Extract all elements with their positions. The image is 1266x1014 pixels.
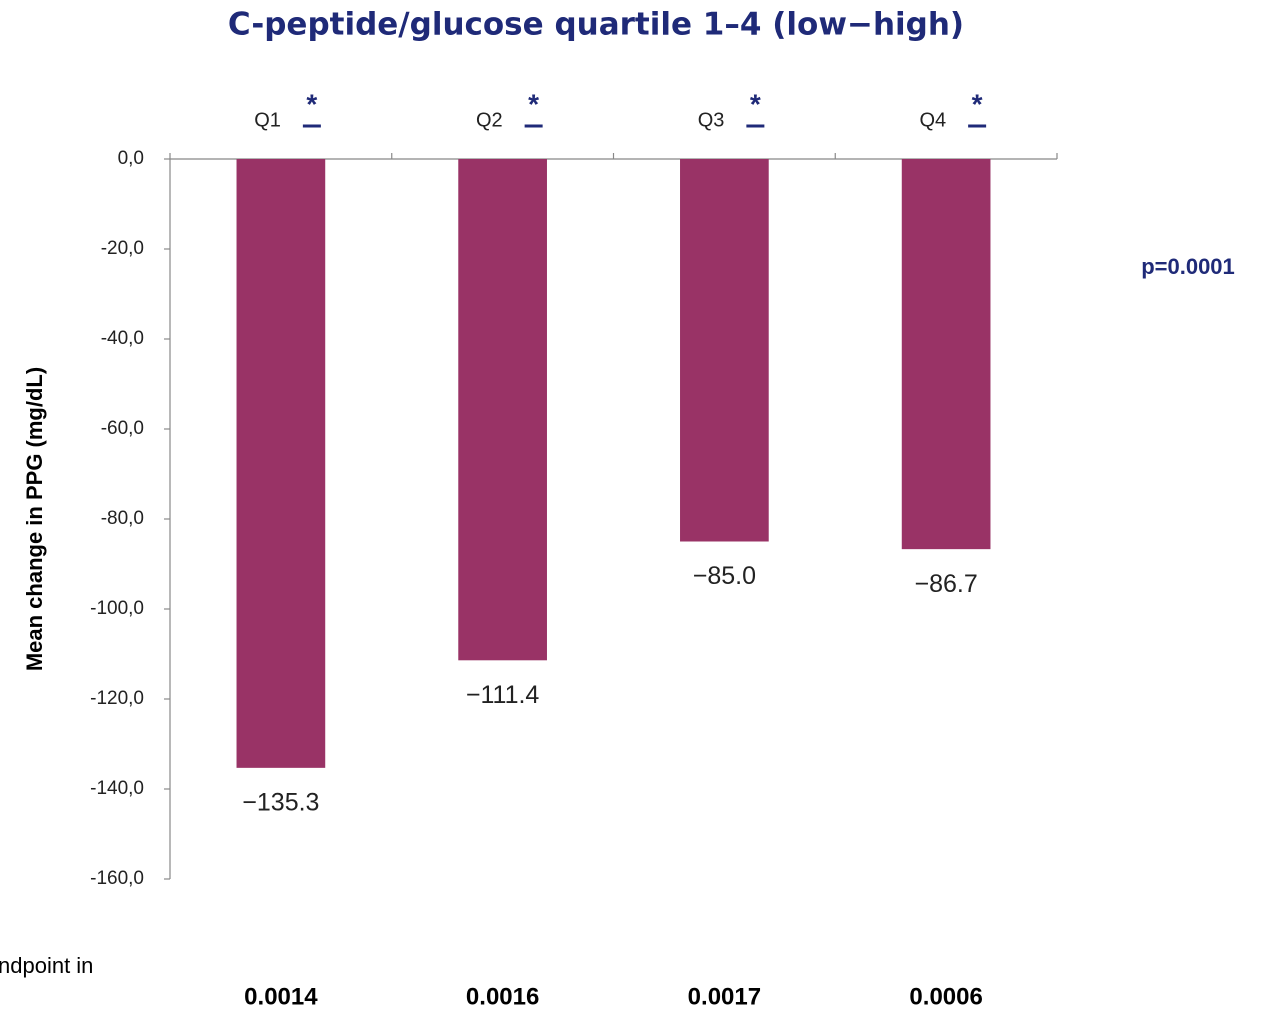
y-tick-label: -40,0 bbox=[101, 328, 144, 349]
x-tick-label: Q4 bbox=[919, 109, 946, 131]
value-label: −111.4 bbox=[466, 681, 540, 709]
bar bbox=[458, 159, 547, 661]
value-label: −85.0 bbox=[693, 562, 756, 590]
y-tick-label: -80,0 bbox=[101, 508, 144, 529]
value-label: −86.7 bbox=[914, 570, 977, 598]
category-marker: * bbox=[306, 88, 317, 119]
y-tick-label: -60,0 bbox=[101, 418, 144, 439]
x-tick-label: Q1 bbox=[254, 109, 281, 131]
p-value: 0.0006 bbox=[909, 983, 982, 1010]
y-tick-label: -160,0 bbox=[90, 868, 144, 889]
category-marker: * bbox=[750, 88, 761, 119]
p-value: 0.0017 bbox=[688, 983, 761, 1010]
footnote: ndpoint in bbox=[0, 953, 93, 978]
y-tick-label: -120,0 bbox=[90, 688, 144, 709]
p-value: 0.0016 bbox=[466, 983, 539, 1010]
bar bbox=[901, 159, 991, 550]
value-label: −135.3 bbox=[242, 788, 319, 816]
category-marker: * bbox=[972, 88, 983, 119]
bar bbox=[680, 159, 769, 542]
y-tick-label: 0,0 bbox=[118, 148, 144, 169]
p-value: 0.0014 bbox=[244, 983, 318, 1010]
y-tick-label: -100,0 bbox=[90, 598, 144, 619]
y-tick-label: -140,0 bbox=[90, 778, 144, 799]
chart-title: C-peptide/glucose quartile 1–4 (low−high… bbox=[228, 7, 964, 43]
annotation: p=0.0001 bbox=[1141, 254, 1235, 279]
y-tick-label: -20,0 bbox=[101, 238, 144, 259]
x-tick-label: Q3 bbox=[698, 109, 725, 131]
x-tick-label: Q2 bbox=[476, 109, 503, 131]
bar bbox=[236, 159, 326, 768]
y-axis-label: Mean change in PPG (mg/dL) bbox=[22, 367, 47, 671]
category-marker: * bbox=[528, 88, 539, 119]
